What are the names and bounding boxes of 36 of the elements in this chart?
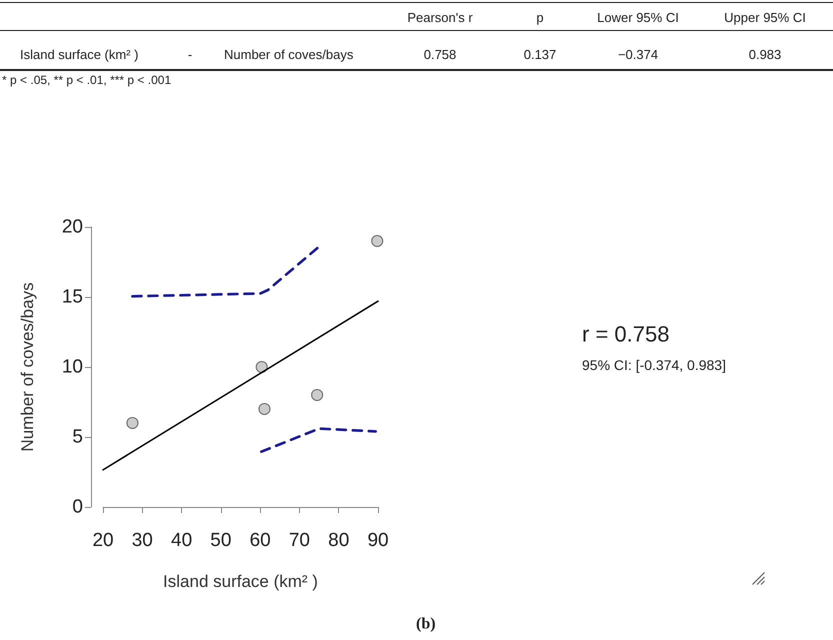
text: Number of coves/bays [224, 47, 354, 62]
x-tick-label: 90 [367, 530, 389, 551]
text: 95% CI: [-0.374, 0.983] [582, 357, 726, 373]
text: 0.758 [424, 47, 456, 62]
point [371, 235, 384, 247]
line-series [131, 245, 320, 298]
y-tick-label: 5 [72, 426, 83, 448]
point [256, 361, 268, 373]
text: (b) [416, 616, 436, 632]
text: Pearson's r [407, 10, 473, 25]
text: 0.137 [524, 47, 556, 62]
x-tick-label: 30 [132, 530, 153, 551]
y-tick-label: 20 [62, 216, 83, 238]
text: p [536, 10, 544, 25]
y-tick-label: 15 [62, 286, 83, 308]
x-tick-label: 20 [92, 530, 114, 551]
point [258, 403, 270, 415]
text: Island surface (km² ) [20, 47, 138, 62]
text: Upper 95% CI [724, 10, 806, 25]
point [126, 417, 138, 429]
x-tick-label: 60 [250, 530, 271, 551]
text: 0.983 [748, 47, 782, 62]
point [311, 389, 324, 401]
x-axis-title: Island surface (km² ) [163, 572, 318, 591]
y-axis-title: Number of coves/bays [18, 282, 37, 452]
x-tick-label: 40 [171, 530, 192, 551]
text: Lower 95% CI [597, 10, 679, 25]
x-tick-label: 50 [210, 530, 232, 551]
text: - [188, 47, 192, 62]
text: * p < .05, ** p < .01, *** p < .001 [2, 73, 172, 87]
x-tick-label: 70 [288, 530, 310, 551]
text: r = 0.758 [582, 322, 670, 346]
text: −0.374 [618, 47, 658, 62]
y-tick-label: 0 [72, 496, 83, 518]
x-tick-label: 80 [328, 530, 350, 551]
y-tick-label: 10 [62, 356, 83, 378]
